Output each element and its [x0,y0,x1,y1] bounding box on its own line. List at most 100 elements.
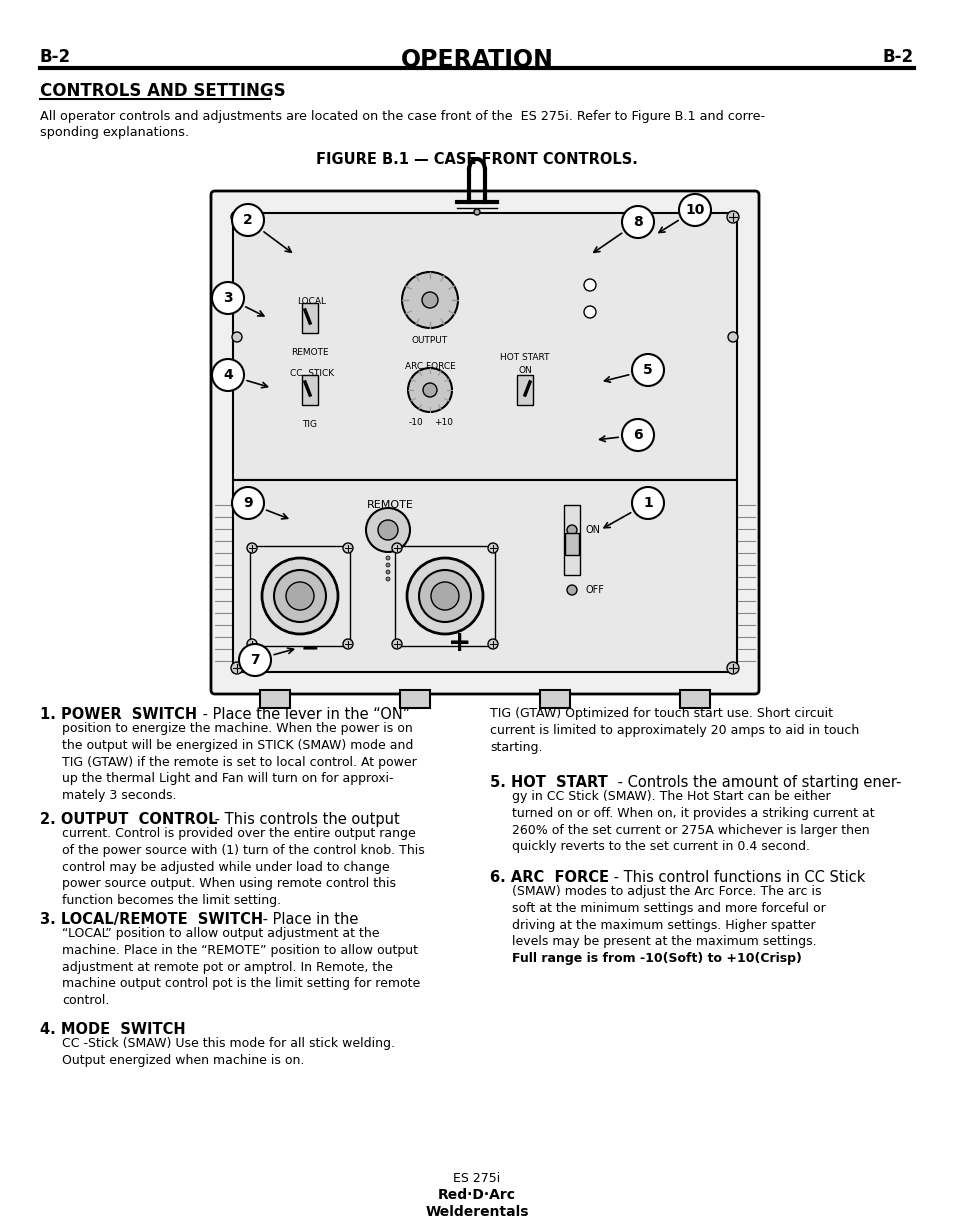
Text: All operator controls and adjustments are located on the case front of the  ES 2: All operator controls and adjustments ar… [40,110,764,123]
Text: OPERATION: OPERATION [400,48,553,72]
Circle shape [231,663,243,674]
Text: TIG: TIG [302,420,317,429]
Circle shape [727,333,738,342]
Text: TIG (GTAW) Optimized for touch start use. Short circuit
current is limited to ap: TIG (GTAW) Optimized for touch start use… [490,707,859,753]
Circle shape [212,282,244,314]
Text: ON: ON [585,525,600,535]
Text: 1. POWER  SWITCH: 1. POWER SWITCH [40,707,197,721]
Text: current. Control is provided over the entire output range
of the power source wi: current. Control is provided over the en… [62,827,424,907]
Text: 1: 1 [642,496,652,510]
Text: position to energize the machine. When the power is on
the output will be energi: position to energize the machine. When t… [62,721,416,802]
Text: 5. HOT  START: 5. HOT START [490,775,607,790]
Text: −: − [300,638,319,658]
Text: gy in CC Stick (SMAW). The Hot Start can be either
turned on or off. When on, it: gy in CC Stick (SMAW). The Hot Start can… [512,790,874,854]
Circle shape [386,577,390,582]
Circle shape [377,520,397,540]
Bar [564,533,578,555]
Circle shape [366,508,410,552]
Text: - This control functions in CC Stick: - This control functions in CC Stick [608,870,864,885]
Text: CONTROLS AND SETTINGS: CONTROLS AND SETTINGS [40,82,285,99]
Bar [539,690,569,708]
Text: HOT START: HOT START [499,353,549,362]
Circle shape [726,663,739,674]
Text: +: + [448,629,471,656]
Circle shape [239,644,271,676]
Circle shape [488,639,497,649]
Text: B-2: B-2 [40,48,71,66]
Text: 6. ARC  FORCE: 6. ARC FORCE [490,870,608,885]
Circle shape [386,556,390,560]
Text: OFF: OFF [585,585,604,595]
Bar [260,690,290,708]
Circle shape [232,333,242,342]
Text: Full range is from -10(Soft) to +10(Crisp): Full range is from -10(Soft) to +10(Cris… [512,952,801,964]
Text: sponding explanations.: sponding explanations. [40,126,189,139]
Circle shape [621,206,654,238]
Circle shape [583,306,596,318]
Text: +10: +10 [434,418,453,427]
Text: Welderentals: Welderentals [425,1205,528,1218]
Circle shape [401,272,457,328]
Text: “LOCAL” position to allow output adjustment at the
machine. Place in the “REMOTE: “LOCAL” position to allow output adjustm… [62,928,420,1007]
Circle shape [286,582,314,610]
Circle shape [431,582,458,610]
Text: -10: -10 [408,418,423,427]
Bar [233,213,737,480]
Text: ARC FORCE: ARC FORCE [404,362,455,371]
Circle shape [343,544,353,553]
Circle shape [232,204,264,236]
Text: - This controls the output: - This controls the output [210,812,399,827]
Text: 3. LOCAL/REMOTE  SWITCH: 3. LOCAL/REMOTE SWITCH [40,912,263,928]
Bar [517,375,533,405]
Bar [679,690,709,708]
Text: 4: 4 [223,368,233,382]
FancyBboxPatch shape [211,191,759,694]
Text: - Place the lever in the “ON”: - Place the lever in the “ON” [198,707,410,721]
Text: LOCAL: LOCAL [297,297,326,306]
Text: 9: 9 [243,496,253,510]
Circle shape [631,487,663,519]
Text: (SMAW) modes to adjust the Arc Force. The arc is
soft at the minimum settings an: (SMAW) modes to adjust the Arc Force. Th… [512,885,825,948]
Text: CC -Stick (SMAW) Use this mode for all stick welding.
Output energized when mach: CC -Stick (SMAW) Use this mode for all s… [62,1037,395,1066]
Bar [399,690,430,708]
Circle shape [421,292,437,308]
Circle shape [621,418,654,452]
Circle shape [262,558,337,634]
Text: - Place in the: - Place in the [257,912,358,928]
Text: 6: 6 [633,428,642,442]
Text: 8: 8 [633,215,642,229]
Text: - Controls the amount of starting ener-: - Controls the amount of starting ener- [613,775,901,790]
Bar [233,480,737,672]
Circle shape [392,544,401,553]
Text: REMOTE: REMOTE [366,499,413,510]
Text: OUTPUT: OUTPUT [412,336,448,345]
Circle shape [247,639,256,649]
Circle shape [408,368,452,412]
Text: 3: 3 [223,291,233,306]
Circle shape [232,487,264,519]
Text: ON: ON [517,366,532,375]
Circle shape [386,563,390,567]
Circle shape [247,544,256,553]
Circle shape [407,558,482,634]
Circle shape [679,194,710,226]
Circle shape [392,639,401,649]
Circle shape [631,355,663,387]
Bar [395,546,495,645]
Circle shape [418,571,471,622]
Circle shape [343,639,353,649]
Text: 2. OUTPUT  CONTROL: 2. OUTPUT CONTROL [40,812,217,827]
Text: 10: 10 [684,202,704,217]
Text: 7: 7 [250,653,259,667]
Circle shape [386,571,390,574]
Bar [563,506,579,575]
Circle shape [488,544,497,553]
Text: B-2: B-2 [882,48,913,66]
Circle shape [212,360,244,391]
Circle shape [566,525,577,535]
Text: REMOTE: REMOTE [291,348,329,357]
Text: Red·D·Arc: Red·D·Arc [437,1188,516,1202]
Bar [250,546,350,645]
Bar [302,375,317,405]
Text: FIGURE B.1 — CASE FRONT CONTROLS.: FIGURE B.1 — CASE FRONT CONTROLS. [315,152,638,167]
